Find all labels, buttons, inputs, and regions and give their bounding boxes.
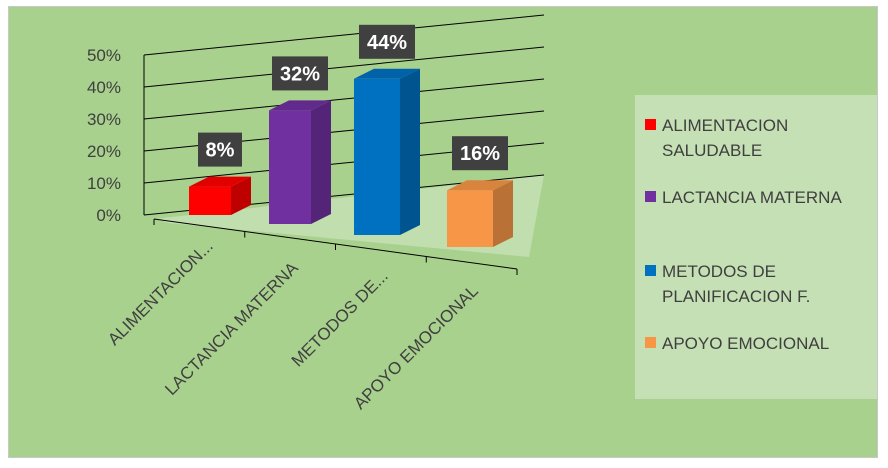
legend-swatch <box>645 119 656 130</box>
data-label: 32% <box>280 63 320 85</box>
y-tick-label: 40% <box>87 78 121 97</box>
bar-side-3 <box>493 180 513 247</box>
legend: ALIMENTACION SALUDABLE LACTANCIA MATERNA… <box>635 95 877 399</box>
data-label-box <box>452 136 508 171</box>
gridline <box>143 78 545 120</box>
y-tick-label: 0% <box>96 206 121 225</box>
legend-item-lactancia: LACTANCIA MATERNA <box>645 185 867 210</box>
legend-swatch <box>645 265 656 276</box>
y-tick-label: 50% <box>87 46 121 65</box>
bar-top-3 <box>447 180 513 191</box>
x-tick-label: METODOS DE... <box>288 266 392 370</box>
bar-top-1 <box>269 100 331 111</box>
chart-area: 0% 10% 20% 30% 40% 50% 8% 32% 44% 16% ALIMENTACION… <box>8 6 878 458</box>
bar-top-2 <box>354 68 420 79</box>
legend-label: ALIMENTACION SALUDABLE <box>662 116 789 160</box>
x-tick-label: ALIMENTACION... <box>104 236 217 349</box>
legend-label: METODOS DE PLANIFICACION F. <box>662 262 811 306</box>
bar-side-2 <box>400 68 420 235</box>
bar-top-0 <box>189 176 251 187</box>
data-label-box <box>198 132 242 167</box>
data-label-box <box>272 56 328 91</box>
legend-swatch <box>645 191 656 202</box>
y-tick-label: 20% <box>87 142 121 161</box>
bar-1 <box>269 110 311 224</box>
y-tick-label: 10% <box>87 174 121 193</box>
data-label: 16% <box>460 143 500 165</box>
bar-2 <box>354 78 400 235</box>
legend-swatch <box>645 337 656 348</box>
bar-side-1 <box>311 100 331 224</box>
gridline <box>143 14 545 56</box>
legend-label: APOYO EMOCIONAL <box>662 334 830 353</box>
legend-item-alimentacion: ALIMENTACION SALUDABLE <box>645 113 867 163</box>
legend-label: LACTANCIA MATERNA <box>662 188 842 207</box>
chart-floor <box>154 175 544 257</box>
data-label-box <box>359 24 415 59</box>
bar-0 <box>189 186 231 215</box>
bar-chart: 0% 10% 20% 30% 40% 50% 8% 32% 44% 16% ALIMENTACION… <box>87 14 545 413</box>
data-label: 44% <box>367 32 407 54</box>
legend-item-apoyo: APOYO EMOCIONAL <box>645 331 867 356</box>
gridline <box>143 46 545 88</box>
bar-side-0 <box>231 176 251 215</box>
data-label: 8% <box>206 140 235 162</box>
bar-3 <box>447 190 493 247</box>
legend-item-metodos: METODOS DE PLANIFICACION F. <box>645 259 867 309</box>
y-tick-label: 30% <box>87 110 121 129</box>
